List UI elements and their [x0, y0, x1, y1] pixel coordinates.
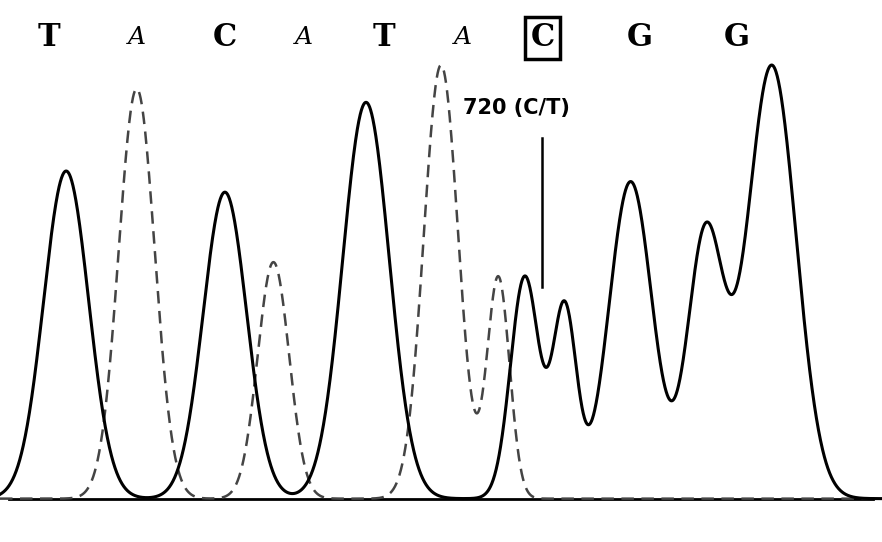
Text: T: T [372, 22, 395, 54]
Text: G: G [626, 22, 653, 54]
Text: G: G [723, 22, 750, 54]
Text: A: A [128, 27, 146, 49]
Text: T: T [37, 22, 60, 54]
Text: C: C [213, 22, 237, 54]
Text: 720 (C/T): 720 (C/T) [462, 99, 570, 118]
Text: A: A [454, 27, 472, 49]
Text: C: C [530, 22, 555, 54]
Text: A: A [295, 27, 313, 49]
